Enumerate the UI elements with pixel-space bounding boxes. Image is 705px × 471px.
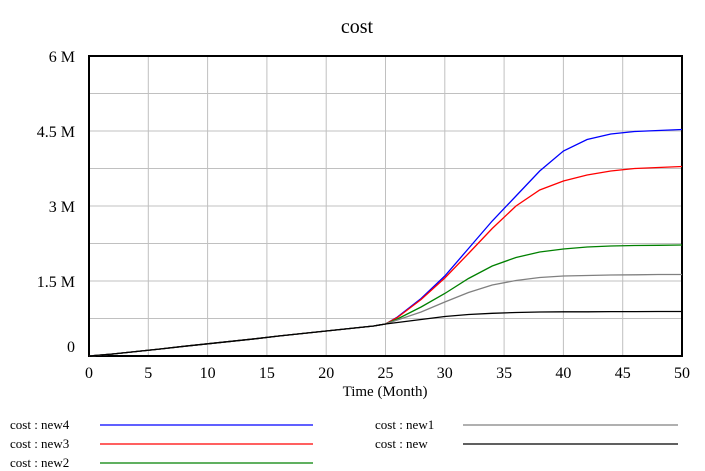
x-tick-label: 0 — [85, 365, 93, 382]
x-axis-title: Time (Month) — [343, 384, 428, 400]
legend-label: cost : new4 — [10, 417, 70, 432]
x-tick-label: 30 — [437, 365, 453, 382]
x-tick-label: 35 — [496, 365, 512, 382]
x-tick-label: 50 — [674, 365, 690, 382]
legend-label: cost : new1 — [375, 417, 434, 432]
y-axis: 0 1.5 M 3 M 4.5 M 6 M — [37, 49, 75, 356]
x-tick-label: 40 — [555, 365, 571, 382]
legend-label: cost : new3 — [10, 436, 69, 451]
legend-label: cost : new — [375, 436, 428, 451]
legend-label: cost : new2 — [10, 455, 69, 470]
x-axis: 0 5 10 15 20 25 30 35 40 45 50 — [85, 365, 690, 382]
y-tick-label: 1.5 M — [37, 274, 75, 291]
x-tick-label: 5 — [144, 365, 152, 382]
x-tick-label: 25 — [378, 365, 394, 382]
y-tick-label: 6 M — [49, 49, 75, 66]
x-tick-label: 15 — [259, 365, 275, 382]
x-tick-label: 45 — [615, 365, 631, 382]
y-tick-label: 4.5 M — [37, 124, 75, 141]
chart-title: cost — [341, 16, 374, 38]
y-tick-label: 0 — [67, 339, 75, 356]
legend: cost : new4 cost : new3 cost : new2 cost : … — [10, 417, 678, 470]
x-tick-label: 10 — [200, 365, 216, 382]
x-tick-label: 20 — [318, 365, 334, 382]
grid — [89, 56, 682, 356]
y-tick-label: 3 M — [49, 199, 75, 216]
